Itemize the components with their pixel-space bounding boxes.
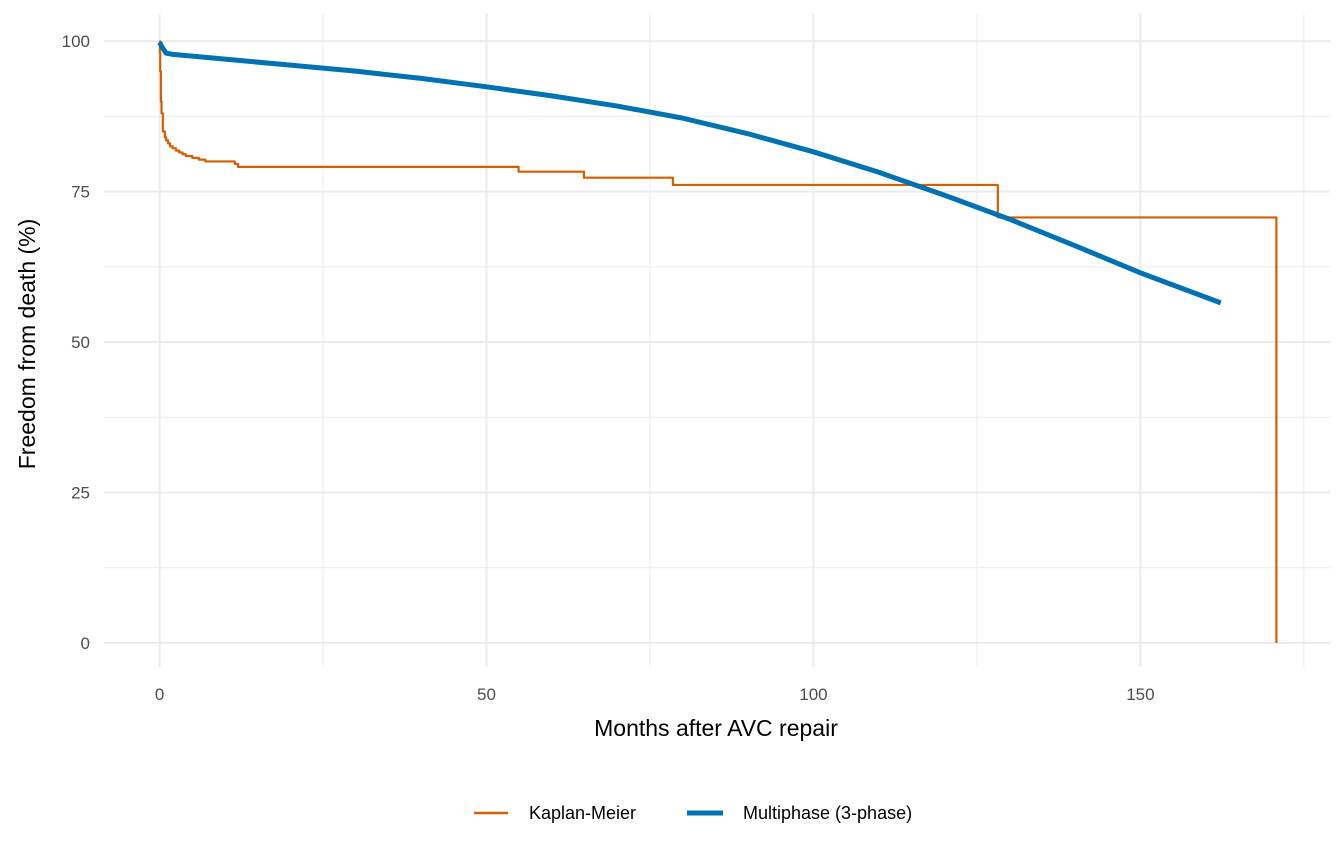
- x-tick-label: 50: [477, 685, 496, 704]
- x-axis-title: Months after AVC repair: [594, 715, 838, 741]
- series-layer: [157, 39, 1278, 643]
- grid-major: [104, 14, 1330, 667]
- y-tick-label: 100: [62, 32, 90, 51]
- x-tick-label: 0: [155, 685, 164, 704]
- legend: Kaplan-Meier Multiphase (3-phase): [474, 803, 912, 823]
- y-tick-label: 25: [71, 483, 90, 502]
- y-axis-ticks: 0 25 50 75 100: [62, 32, 90, 653]
- x-tick-label: 100: [799, 685, 827, 704]
- legend-item-multiphase: Multiphase (3-phase): [687, 803, 912, 823]
- x-tick-label: 150: [1126, 685, 1154, 704]
- y-tick-label: 75: [71, 183, 90, 202]
- legend-item-kaplan-meier: Kaplan-Meier: [474, 803, 636, 823]
- y-tick-label: 50: [71, 333, 90, 352]
- x-axis-ticks: 0 50 100 150: [155, 685, 1155, 704]
- legend-label-multiphase: Multiphase (3-phase): [743, 803, 912, 823]
- y-axis-title: Freedom from death (%): [14, 219, 40, 470]
- y-tick-label: 0: [81, 634, 90, 653]
- series-line-multiphase-3-phase: [157, 41, 1222, 306]
- legend-label-kaplan-meier: Kaplan-Meier: [529, 803, 636, 823]
- grid-minor: [104, 14, 1330, 667]
- series-line-kaplan-meier: [158, 39, 1278, 643]
